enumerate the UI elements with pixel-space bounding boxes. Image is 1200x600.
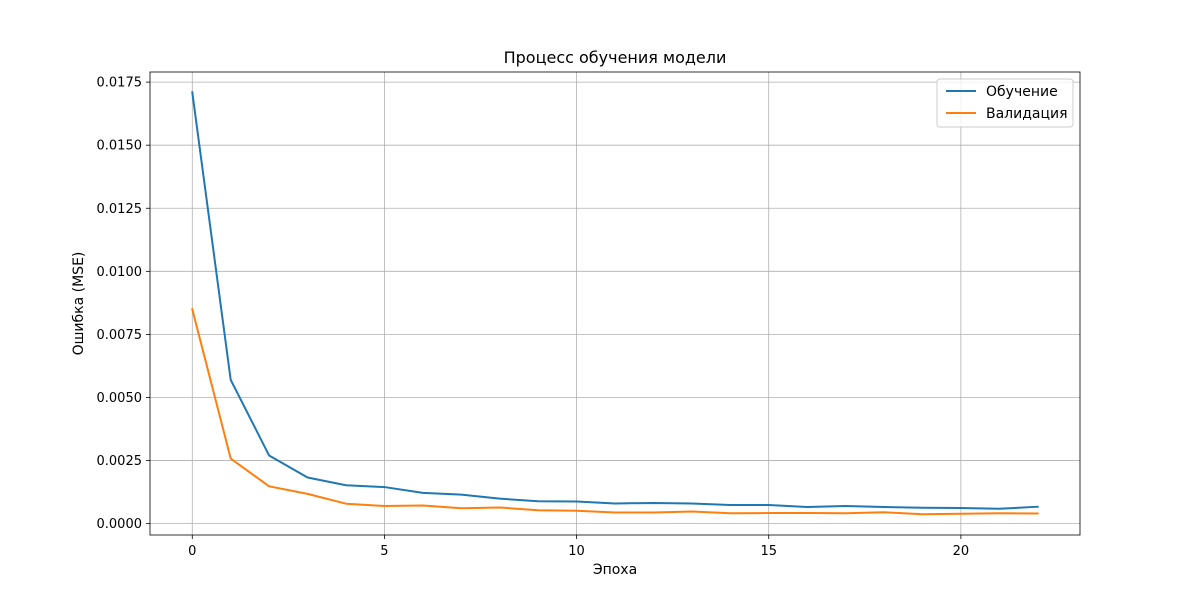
legend-label-training: Обучение: [986, 84, 1058, 100]
x-tick-label: 20: [953, 544, 970, 559]
y-tick-label: 0.0025: [97, 454, 143, 469]
series-line-training: [191, 91, 1039, 510]
chart-title: Процесс обучения модели: [504, 48, 727, 67]
y-tick-label: 0.0125: [97, 202, 143, 217]
x-tick-label: 0: [188, 544, 196, 559]
y-tick-label: 0.0150: [97, 139, 143, 154]
x-tick-label: 15: [760, 544, 777, 559]
legend: Обучение Валидация: [936, 78, 1074, 128]
y-tick-label: 0.0175: [97, 76, 143, 91]
y-tick-label: 0.0075: [97, 328, 143, 343]
legend-label-validation: Валидация: [986, 106, 1068, 122]
grid: [150, 72, 1080, 535]
x-tick-label: 5: [380, 544, 388, 559]
x-axis-label: Эпоха: [593, 562, 637, 578]
y-tick-label: 0.0050: [97, 391, 143, 406]
y-tick-label: 0.0000: [97, 517, 143, 532]
ticks: 0 5 10 15 20 0.0000 0.0025 0.0050 0.0075 0.0100 0.…: [97, 76, 970, 559]
y-axis-label: Ошибка (MSE): [71, 252, 87, 356]
axes-frame: [149, 71, 1081, 536]
series-line-validation: [191, 307, 1039, 516]
y-tick-label: 0.0100: [97, 265, 143, 280]
series-layer: [191, 91, 1039, 516]
x-tick-label: 10: [568, 544, 585, 559]
